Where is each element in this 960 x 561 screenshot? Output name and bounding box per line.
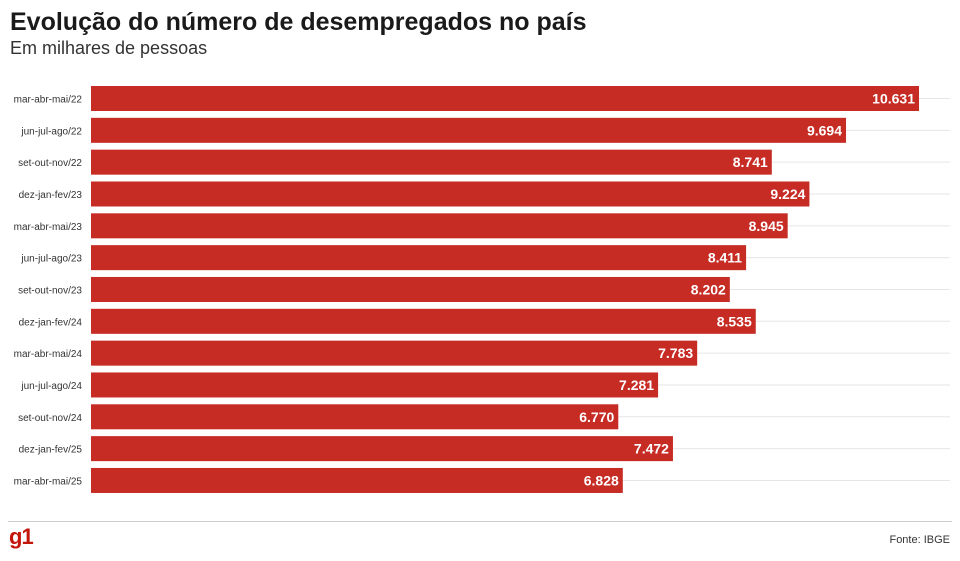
- bar: [91, 404, 619, 430]
- category-label: dez-jan-fev/23: [19, 190, 83, 201]
- value-label: 8.945: [749, 218, 784, 234]
- category-label: dez-jan-fev/25: [19, 445, 83, 456]
- value-label: 8.202: [691, 281, 726, 297]
- value-label: 7.472: [634, 441, 669, 457]
- bar: [91, 436, 673, 462]
- value-label: 8.741: [733, 154, 768, 170]
- bar: [91, 181, 810, 207]
- g1-logo: g1: [9, 524, 34, 549]
- footer-divider: [8, 521, 952, 522]
- category-label: set-out-nov/22: [18, 158, 82, 169]
- category-label: mar-abr-mai/25: [14, 476, 83, 487]
- bar: [91, 117, 847, 143]
- value-label: 9.224: [770, 186, 805, 202]
- bar: [91, 213, 788, 239]
- value-label: 8.411: [708, 250, 742, 266]
- category-label: mar-abr-mai/22: [14, 95, 83, 106]
- category-label: mar-abr-mai/24: [14, 349, 83, 360]
- category-label: mar-abr-mai/23: [14, 222, 83, 233]
- value-label: 10.631: [872, 91, 915, 107]
- bar: [91, 467, 623, 493]
- value-label: 6.770: [579, 409, 614, 425]
- source-note: Fonte: IBGE: [889, 534, 950, 546]
- bar: [91, 308, 756, 334]
- category-label: jun-jul-ago/23: [20, 254, 82, 265]
- bar: [91, 86, 919, 111]
- value-label: 7.281: [619, 377, 654, 393]
- category-label: set-out-nov/23: [18, 285, 82, 296]
- chart-title: Evolução do número de desempregados no p…: [10, 8, 587, 36]
- value-label: 6.828: [584, 472, 619, 488]
- bar: [91, 149, 772, 175]
- value-label: 9.694: [807, 122, 842, 138]
- bar: [91, 340, 698, 366]
- value-label: 8.535: [717, 313, 752, 329]
- bar: [91, 276, 730, 302]
- bar: [91, 372, 659, 398]
- chart-subtitle: Em milhares de pessoas: [10, 38, 208, 58]
- category-label: jun-jul-ago/22: [20, 126, 82, 137]
- category-label: jun-jul-ago/24: [20, 381, 82, 392]
- value-label: 7.783: [658, 345, 693, 361]
- category-label: set-out-nov/24: [18, 413, 82, 424]
- bar: [91, 245, 747, 271]
- category-label: dez-jan-fev/24: [19, 317, 83, 328]
- bar-chart: mar-abr-mai/22 10.631 jun-jul-ago/22 9.694 s…: [14, 86, 950, 493]
